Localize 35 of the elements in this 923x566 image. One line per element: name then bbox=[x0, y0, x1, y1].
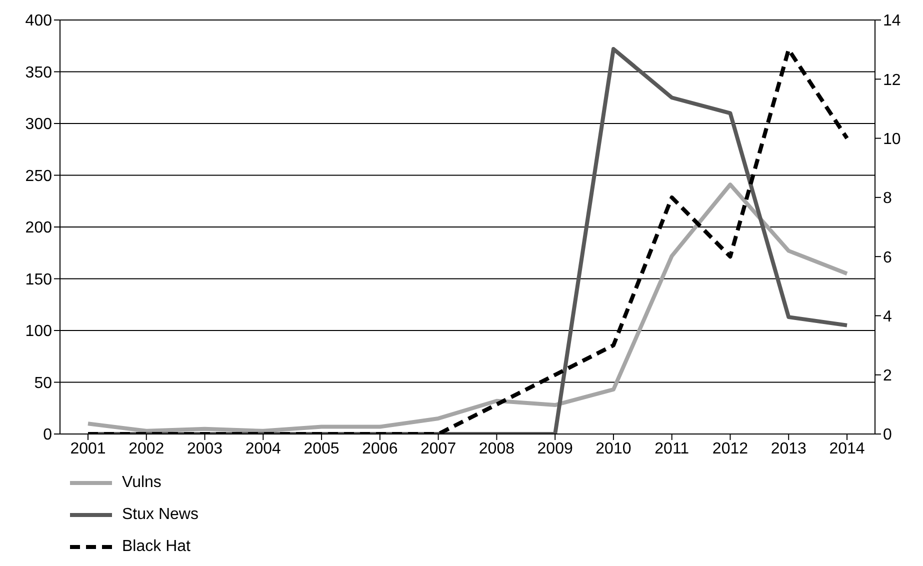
x-tick-label: 2003 bbox=[186, 440, 223, 458]
x-tick-label: 2005 bbox=[304, 440, 340, 458]
x-tick-label: 2012 bbox=[712, 440, 748, 458]
y-tick-label: 300 bbox=[25, 116, 52, 134]
y2-tick-label: 10 bbox=[883, 130, 901, 148]
x-tick-label: 2004 bbox=[245, 440, 282, 458]
y-tick-label: 0 bbox=[43, 426, 52, 444]
line-series bbox=[86, 182, 849, 433]
x-tick-label: 2002 bbox=[128, 440, 164, 458]
y2-tick-label: 0 bbox=[883, 426, 892, 444]
y2-tick-label: 2 bbox=[883, 368, 892, 385]
y2-tick-label: 4 bbox=[883, 308, 892, 326]
x-tick-label: 2010 bbox=[596, 440, 632, 458]
y-tick-label: 200 bbox=[25, 220, 52, 237]
legend-label: Stux News bbox=[121, 506, 200, 524]
y2-tick-label: 12 bbox=[883, 72, 901, 89]
y-tick-label: 350 bbox=[25, 64, 52, 82]
y-tick-label: 50 bbox=[34, 374, 52, 392]
legend-label: Vulns bbox=[121, 474, 162, 492]
y-tick-label: 150 bbox=[25, 271, 52, 288]
x-tick-label: 2008 bbox=[478, 440, 515, 458]
x-tick-label: 2013 bbox=[770, 440, 807, 458]
y2-tick-label: 14 bbox=[883, 12, 901, 30]
y-tick-label: 100 bbox=[25, 323, 52, 340]
y2-tick-label: 8 bbox=[883, 190, 892, 208]
y-tick-label: 250 bbox=[25, 168, 52, 185]
legend-label: Black Hat bbox=[121, 538, 192, 556]
x-tick-label: 2006 bbox=[362, 440, 398, 458]
x-tick-label: 2007 bbox=[420, 440, 456, 458]
x-tick-label: 2001 bbox=[70, 440, 106, 458]
x-tick-label: 2009 bbox=[537, 440, 573, 458]
x-tick-label: 2014 bbox=[829, 440, 865, 458]
y2-tick-label: 6 bbox=[883, 249, 892, 266]
x-tick-label: 2011 bbox=[654, 440, 690, 458]
y-tick-label: 400 bbox=[25, 12, 52, 30]
